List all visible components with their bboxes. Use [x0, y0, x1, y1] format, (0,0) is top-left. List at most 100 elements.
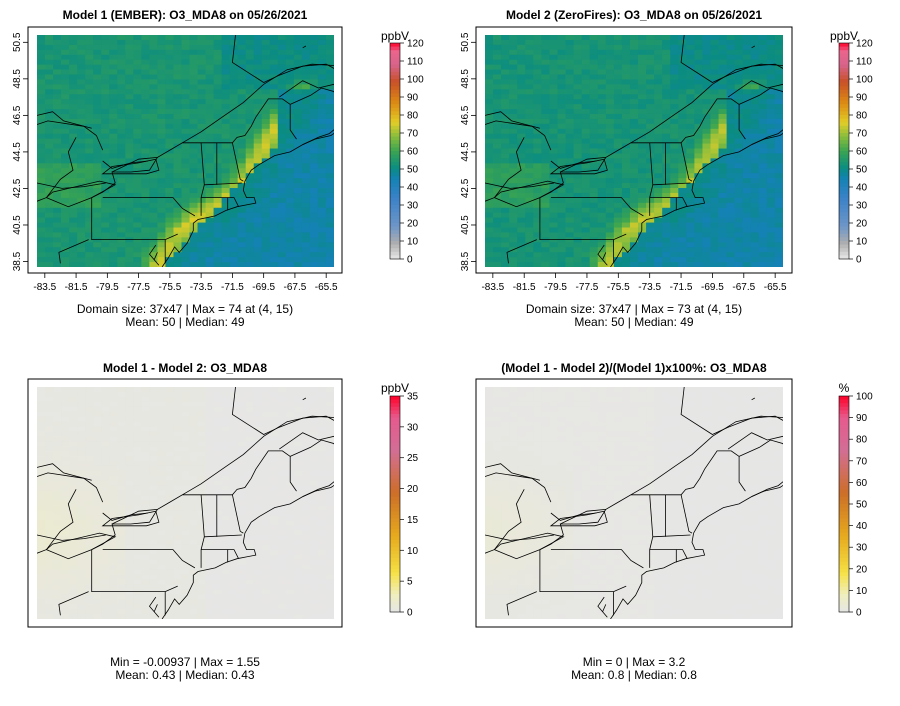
heatmap-cell: [253, 133, 263, 140]
heatmap-cell: [501, 197, 510, 204]
heatmap-cell: [670, 104, 679, 110]
heatmap-cell: [549, 148, 558, 154]
heatmap-cell: [117, 554, 126, 561]
heatmap-cell: [93, 391, 102, 398]
heatmap-cell: [85, 123, 94, 130]
heatmap-cell: [517, 252, 526, 258]
y-tick-label: 38.5: [12, 251, 23, 271]
heatmap-cell: [197, 411, 206, 418]
heatmap-cell: [45, 188, 54, 194]
heatmap-cell: [205, 84, 214, 90]
heatmap-cell: [117, 74, 126, 80]
heatmap-cell: [77, 94, 86, 100]
heatmap-cell: [125, 589, 134, 595]
heatmap-cell: [774, 133, 783, 140]
heatmap-cell: [109, 133, 118, 140]
heatmap-cell: [237, 232, 247, 238]
heatmap-cell: [85, 594, 94, 600]
map-border-line: [550, 160, 597, 169]
heatmap-cell: [109, 89, 118, 95]
heatmap-cell: [221, 520, 231, 526]
heatmap-cell: [573, 202, 583, 209]
heatmap-cell: [317, 118, 327, 125]
heatmap-cells: [37, 387, 334, 619]
heatmap-cell: [525, 104, 534, 110]
heatmap-cell: [197, 569, 206, 575]
heatmap-cell: [37, 579, 46, 585]
heatmap-cell: [309, 262, 319, 267]
heatmap-cell: [573, 257, 583, 263]
heatmap-cell: [509, 104, 518, 110]
heatmap-cell: [53, 535, 62, 541]
heatmap-cell: [229, 133, 239, 140]
heatmap-cell: [221, 426, 231, 432]
heatmap-cell: [85, 173, 94, 179]
heatmap-cell: [189, 207, 198, 214]
heatmap-cell: [77, 436, 86, 442]
heatmap-cell: [718, 197, 728, 204]
heatmap-cell: [157, 118, 166, 125]
heatmap-cell: [485, 197, 494, 204]
heatmap-cell: [141, 387, 150, 393]
heatmap-cell: [557, 202, 566, 209]
heatmap-cell: [541, 109, 550, 115]
heatmap-cell: [149, 84, 158, 90]
heatmap-cell: [573, 168, 583, 174]
y-tick-label: 48.5: [12, 69, 23, 89]
heatmap-cell: [766, 44, 776, 51]
heatmap-cell: [317, 148, 327, 154]
heatmap-cell: [77, 202, 86, 209]
colorbar-segment: [839, 201, 849, 206]
heatmap-cell: [69, 202, 78, 209]
heatmap-cell: [141, 109, 150, 115]
heatmap-cell: [77, 192, 86, 199]
heatmap-cell: [485, 153, 494, 159]
heatmap-cell: [69, 396, 78, 403]
heatmap-cell: [646, 64, 655, 70]
heatmap-cell: [702, 99, 711, 105]
heatmap-cell: [621, 143, 631, 149]
heatmap-cell: [149, 44, 158, 51]
heatmap-cell: [493, 192, 502, 199]
heatmap-cell: [85, 197, 94, 204]
heatmap-cell: [742, 109, 752, 115]
heatmap-cell: [541, 133, 550, 140]
heatmap-cell: [629, 237, 639, 243]
heatmap-cell: [197, 202, 206, 209]
heatmap-cell: [221, 515, 231, 521]
heatmap-cell: [53, 559, 62, 566]
heatmap-cell: [509, 252, 518, 258]
heatmap-cell: [269, 138, 279, 144]
heatmap-cell: [613, 148, 623, 154]
heatmap-cell: [646, 123, 655, 130]
heatmap-cell: [237, 35, 247, 41]
heatmap-cell: [101, 485, 110, 492]
heatmap-cell: [157, 252, 166, 258]
heatmap-cell: [149, 89, 158, 95]
heatmap-cell: [109, 465, 118, 472]
heatmap-cell: [125, 94, 134, 100]
colorbar-segment: [390, 244, 400, 249]
heatmap-cell: [53, 59, 62, 66]
heatmap-cell: [293, 232, 303, 238]
heatmap-cell: [109, 64, 118, 70]
heatmap-cell: [573, 109, 583, 115]
heatmap-cell: [221, 436, 231, 442]
heatmap-cell: [93, 257, 102, 263]
heatmap-cell: [213, 109, 223, 115]
heatmap-cell: [93, 237, 102, 243]
map-border-line: [649, 142, 654, 216]
heatmap-cell: [621, 148, 631, 154]
heatmap-cell: [605, 242, 615, 248]
heatmap-cell: [549, 197, 558, 204]
heatmap-cell: [133, 109, 142, 115]
heatmap-cell: [229, 64, 239, 70]
heatmap-cell: [589, 138, 599, 144]
heatmap-cell: [109, 446, 118, 452]
map-border-line: [549, 158, 608, 175]
heatmap-cell: [766, 143, 776, 149]
heatmap-cell: [541, 123, 550, 130]
heatmap-cell: [181, 446, 190, 452]
heatmap-cell: [662, 237, 671, 243]
heatmap-cell: [165, 84, 174, 90]
